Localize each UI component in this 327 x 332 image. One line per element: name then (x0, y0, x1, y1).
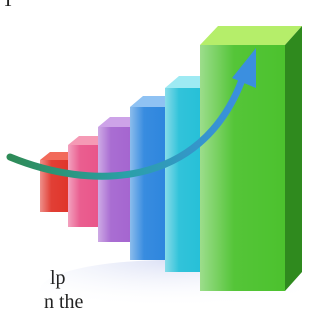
growth-arrow (6, 48, 256, 180)
bar-green (200, 26, 302, 291)
text-fragment: lp (50, 267, 66, 289)
text-fragment: n the (44, 291, 84, 313)
text-fragment: T (2, 0, 15, 11)
